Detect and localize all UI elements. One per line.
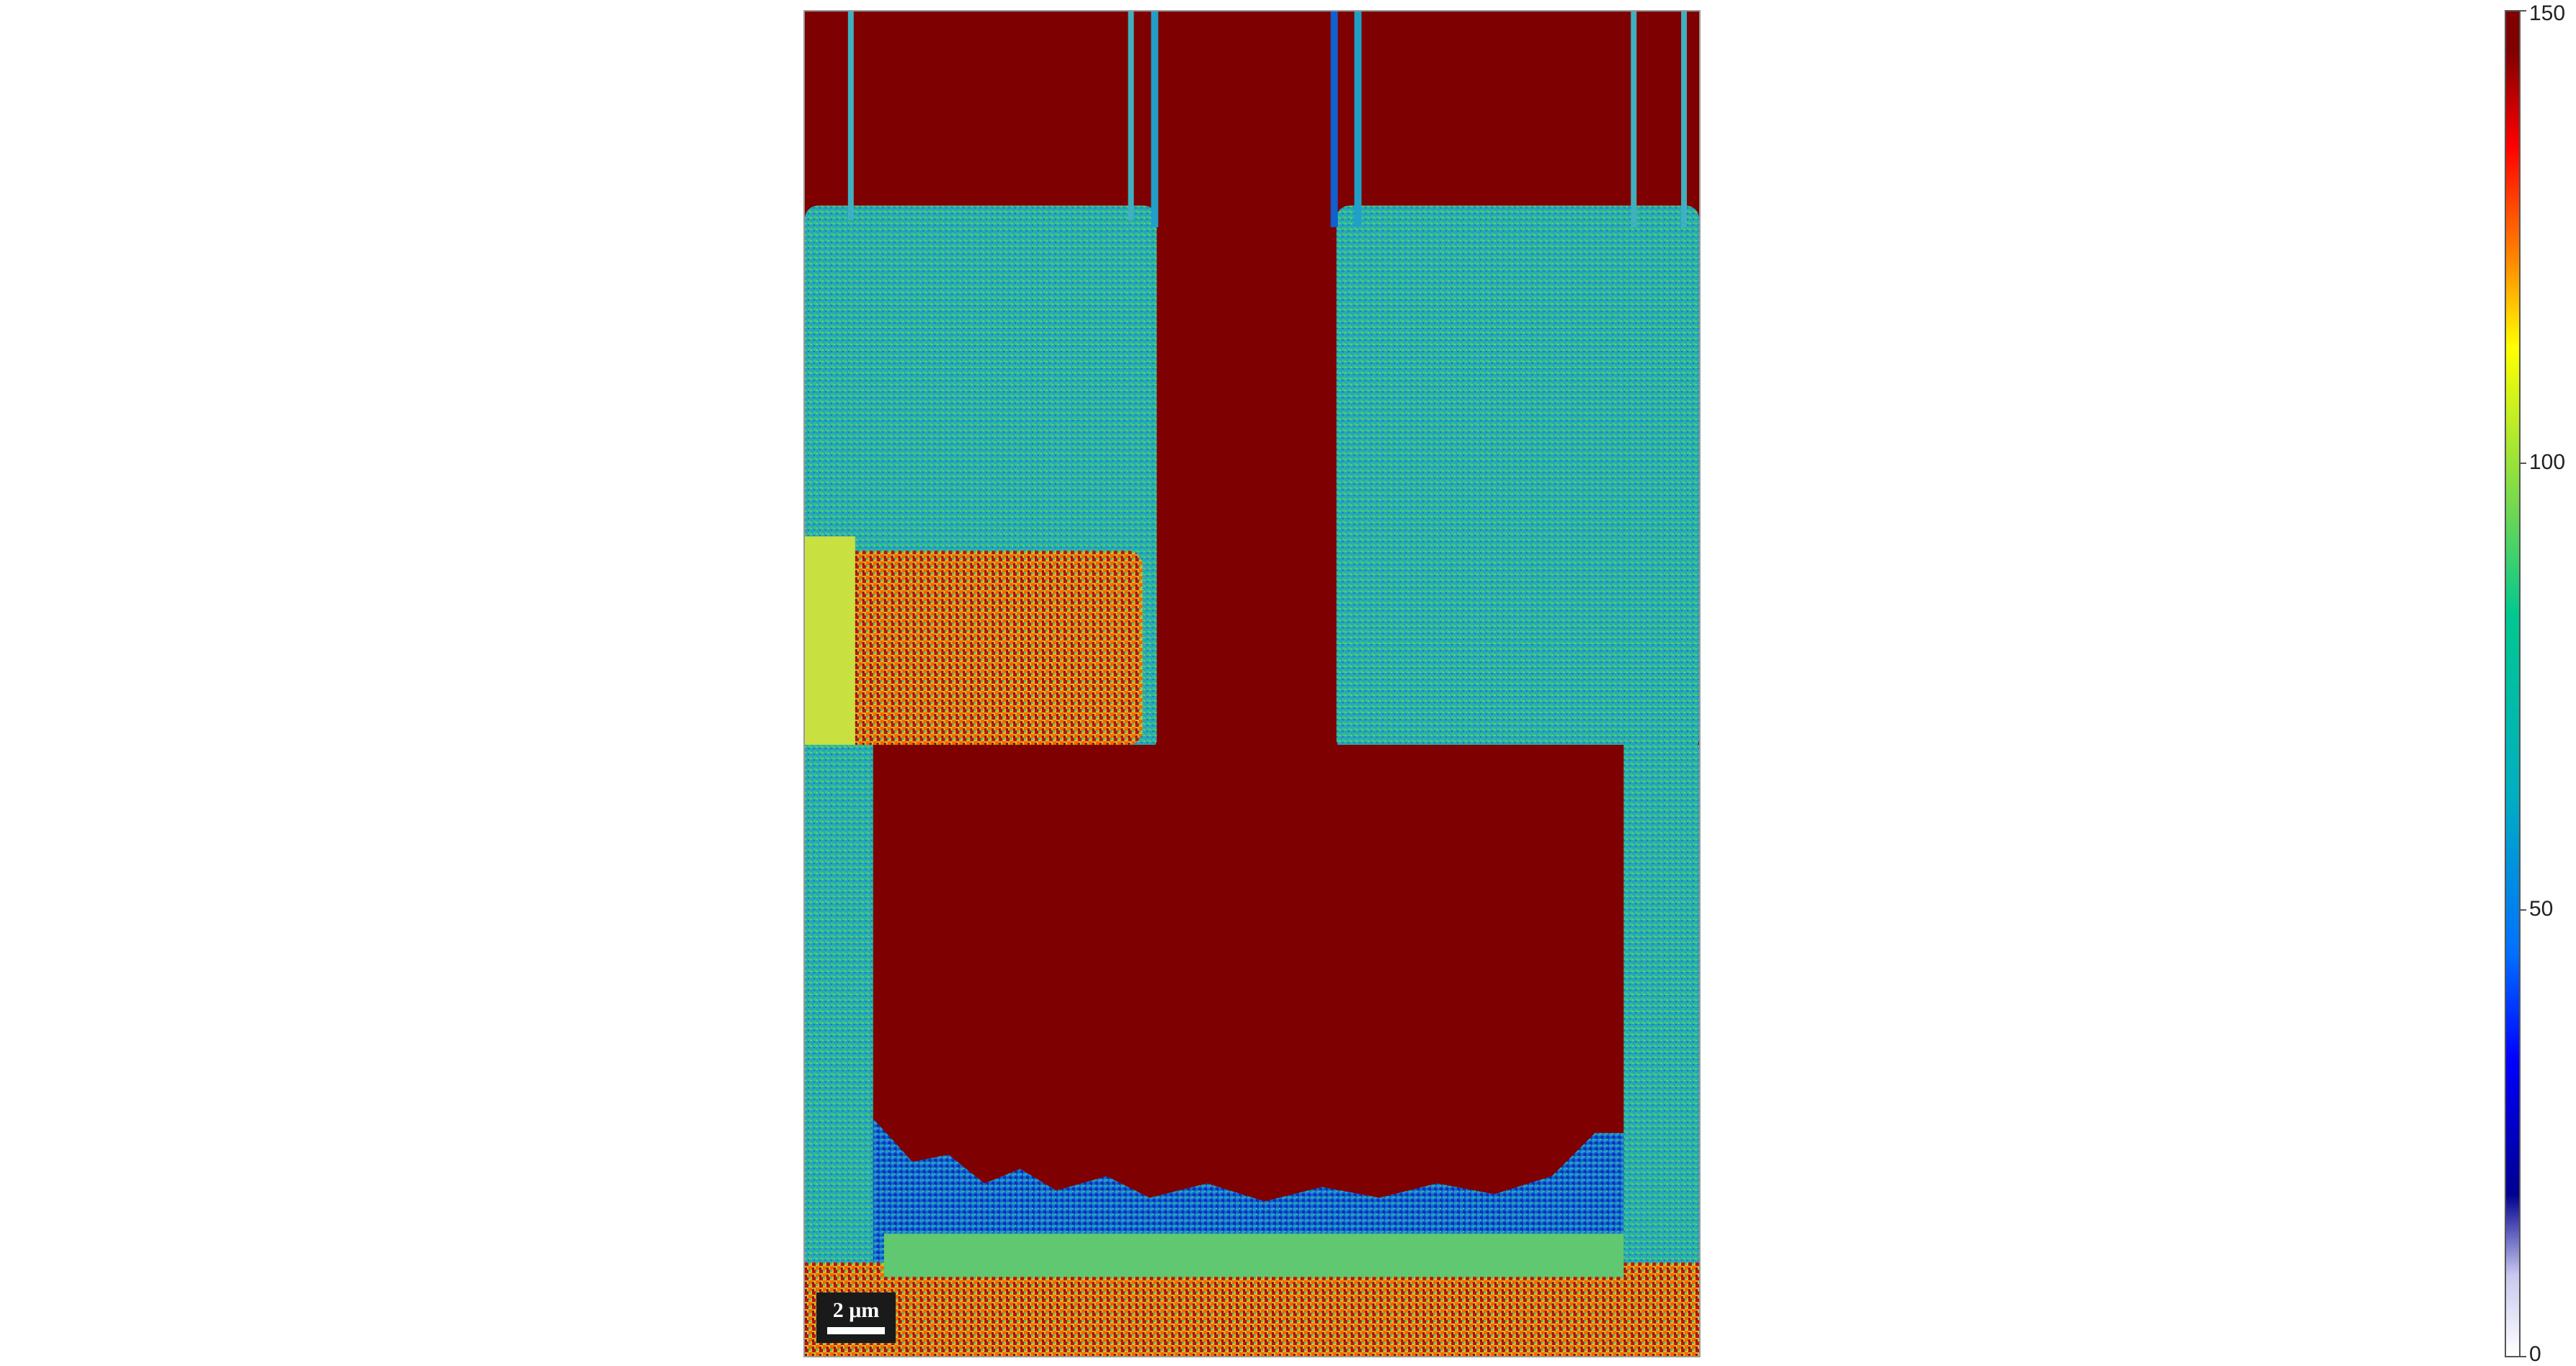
colorbar-tick-0 [2521, 1356, 2526, 1357]
colorbar-label-50: 50 [2529, 898, 2553, 920]
map-svg [805, 12, 1699, 1356]
scale-bar-label: 2 μm [824, 1298, 888, 1323]
colorbar [2505, 10, 2521, 1357]
scale-bar-line [827, 1327, 885, 1334]
colorbar-tick-50 [2521, 909, 2526, 911]
colorbar-label-100: 100 [2529, 452, 2565, 473]
colorbar-label-0: 0 [2529, 1344, 2541, 1365]
colorbar-tick-100 [2521, 463, 2526, 464]
scale-bar: 2 μm [816, 1293, 896, 1343]
colorbar-tick-150 [2521, 10, 2526, 12]
colorbar-label-150: 150 [2529, 3, 2565, 24]
map-image: 2 μm [803, 10, 1701, 1357]
